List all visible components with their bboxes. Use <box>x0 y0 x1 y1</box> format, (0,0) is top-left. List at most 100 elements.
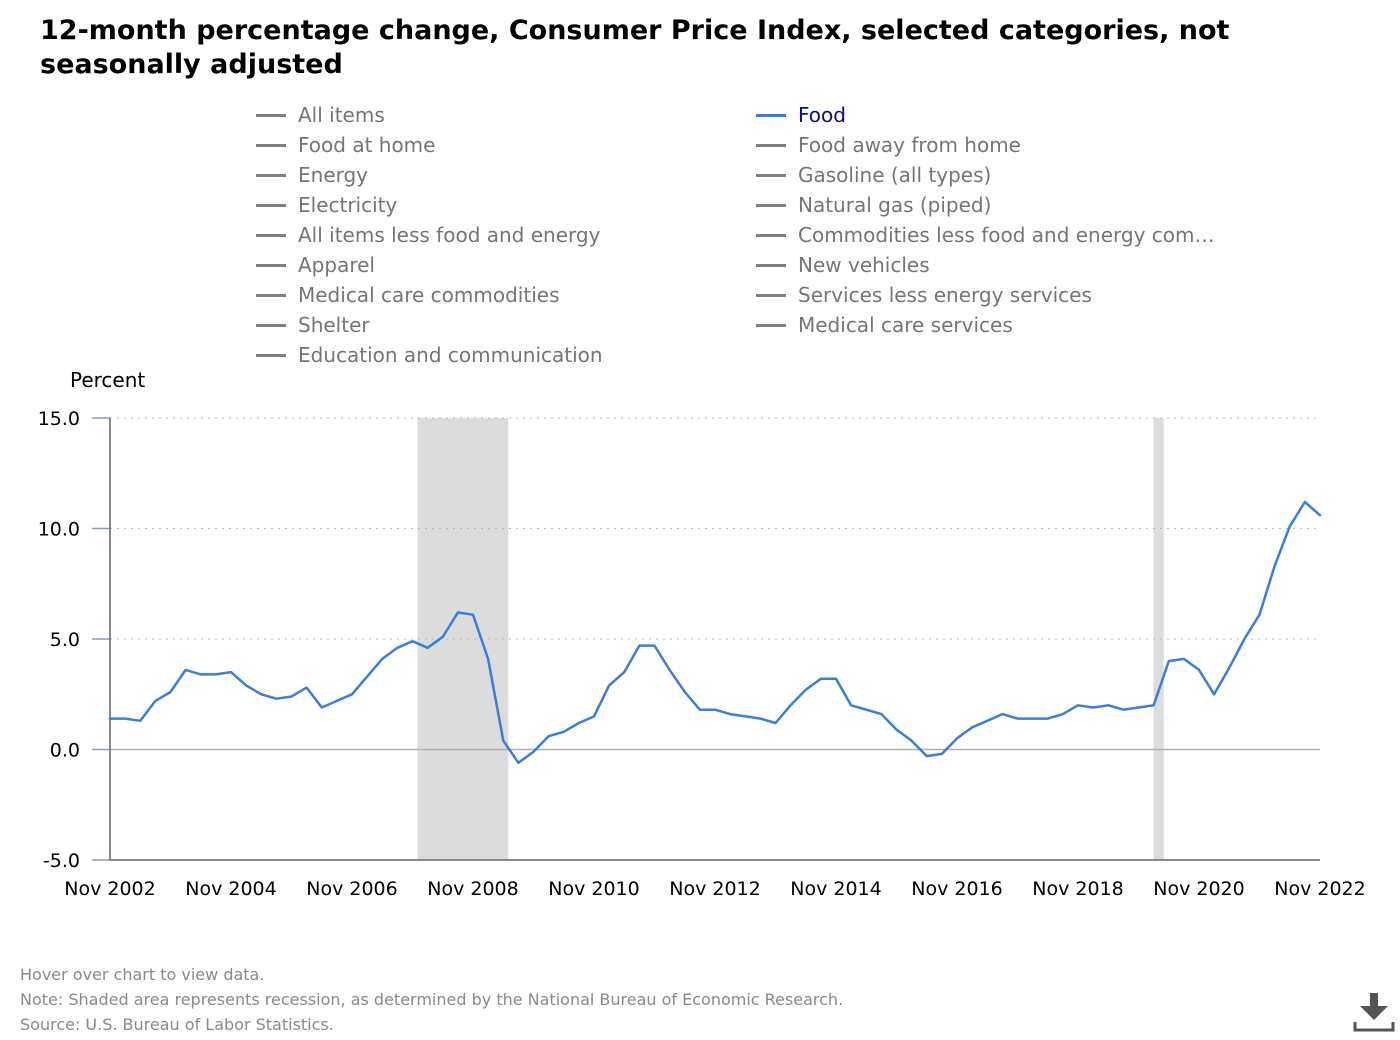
data-point[interactable] <box>391 642 403 654</box>
legend-item[interactable]: Gasoline (all types) <box>756 160 991 190</box>
data-point[interactable] <box>785 699 797 711</box>
data-point[interactable] <box>512 757 524 769</box>
data-point[interactable] <box>437 631 449 643</box>
data-point[interactable] <box>573 717 585 729</box>
data-point[interactable] <box>921 750 933 762</box>
data-point[interactable] <box>815 673 827 685</box>
data-point[interactable] <box>1133 702 1145 714</box>
data-point[interactable] <box>497 735 509 747</box>
data-point[interactable] <box>286 690 298 702</box>
legend-item[interactable]: Apparel <box>256 250 375 280</box>
data-point[interactable] <box>225 666 237 678</box>
data-point[interactable] <box>543 730 555 742</box>
data-point[interactable] <box>649 640 661 652</box>
legend-item[interactable]: Food at home <box>256 130 435 160</box>
data-point[interactable] <box>603 679 615 691</box>
data-point[interactable] <box>1148 699 1160 711</box>
data-point[interactable] <box>240 679 252 691</box>
legend-item[interactable]: Food <box>756 100 846 130</box>
data-point[interactable] <box>830 673 842 685</box>
data-point[interactable] <box>1012 713 1024 725</box>
data-point[interactable] <box>149 695 161 707</box>
data-point[interactable] <box>1178 653 1190 665</box>
data-point[interactable] <box>376 653 388 665</box>
data-point[interactable] <box>770 717 782 729</box>
data-point[interactable] <box>270 693 282 705</box>
legend-item[interactable]: Medical care commodities <box>256 280 559 310</box>
data-point[interactable] <box>407 635 419 647</box>
data-point[interactable] <box>1087 702 1099 714</box>
data-point[interactable] <box>1223 662 1235 674</box>
data-point[interactable] <box>134 715 146 727</box>
data-point[interactable] <box>724 708 736 720</box>
data-point[interactable] <box>1193 664 1205 676</box>
data-point[interactable] <box>1102 699 1114 711</box>
data-point[interactable] <box>618 666 630 678</box>
data-point[interactable] <box>739 710 751 722</box>
data-point[interactable] <box>452 606 464 618</box>
data-point[interactable] <box>800 684 812 696</box>
data-point[interactable] <box>1269 560 1281 572</box>
data-point[interactable] <box>1254 609 1266 621</box>
data-point[interactable] <box>528 746 540 758</box>
legend-item[interactable]: Services less energy services <box>756 280 1092 310</box>
data-point[interactable] <box>1299 496 1311 508</box>
legend-item[interactable]: Commodities less food and energy com… <box>756 220 1215 250</box>
legend-item[interactable]: Medical care services <box>756 310 1013 340</box>
data-point[interactable] <box>104 713 116 725</box>
data-point[interactable] <box>1238 633 1250 645</box>
data-point[interactable] <box>679 686 691 698</box>
data-point[interactable] <box>1208 688 1220 700</box>
data-point[interactable] <box>1072 699 1084 711</box>
data-point[interactable] <box>361 671 373 683</box>
data-point[interactable] <box>633 640 645 652</box>
legend-item[interactable]: Natural gas (piped) <box>756 190 991 220</box>
legend-item[interactable]: All items <box>256 100 385 130</box>
data-point[interactable] <box>1027 713 1039 725</box>
data-point[interactable] <box>996 708 1008 720</box>
series-line-food[interactable] <box>108 500 1322 765</box>
legend-item[interactable]: All items less food and energy <box>256 220 600 250</box>
line-chart[interactable]: 15.0 10.0 5.0 0.0 -5.0 Nov 2002 Nov 2004 Nov 20… <box>0 400 1400 900</box>
download-button[interactable] <box>1352 990 1396 1034</box>
data-point[interactable] <box>255 688 267 700</box>
data-point[interactable] <box>1042 713 1054 725</box>
data-point[interactable] <box>754 713 766 725</box>
data-point[interactable] <box>845 699 857 711</box>
data-point[interactable] <box>422 642 434 654</box>
data-point[interactable] <box>694 704 706 716</box>
data-point[interactable] <box>316 702 328 714</box>
data-point[interactable] <box>951 732 963 744</box>
data-point[interactable] <box>981 715 993 727</box>
data-point[interactable] <box>210 668 222 680</box>
legend-item[interactable]: Food away from home <box>756 130 1021 160</box>
data-point[interactable] <box>875 708 887 720</box>
data-point[interactable] <box>165 686 177 698</box>
data-point[interactable] <box>860 704 872 716</box>
legend-item[interactable]: Shelter <box>256 310 370 340</box>
data-point[interactable] <box>1314 509 1326 521</box>
data-point[interactable] <box>588 710 600 722</box>
data-point[interactable] <box>467 609 479 621</box>
data-point[interactable] <box>709 704 721 716</box>
data-point[interactable] <box>558 726 570 738</box>
data-point[interactable] <box>346 688 358 700</box>
data-point[interactable] <box>482 653 494 665</box>
legend-item[interactable]: Education and communication <box>256 340 603 370</box>
data-point[interactable] <box>180 664 192 676</box>
data-point[interactable] <box>906 735 918 747</box>
data-point[interactable] <box>891 724 903 736</box>
data-point[interactable] <box>966 721 978 733</box>
data-point[interactable] <box>1163 655 1175 667</box>
data-point[interactable] <box>195 668 207 680</box>
data-point[interactable] <box>301 682 313 694</box>
data-point[interactable] <box>119 713 131 725</box>
data-point[interactable] <box>1057 708 1069 720</box>
data-point[interactable] <box>664 664 676 676</box>
data-point[interactable] <box>1284 520 1296 532</box>
data-point[interactable] <box>936 748 948 760</box>
data-point[interactable] <box>1117 704 1129 716</box>
legend-item[interactable]: New vehicles <box>756 250 930 280</box>
legend-item[interactable]: Electricity <box>256 190 397 220</box>
data-point[interactable] <box>331 695 343 707</box>
